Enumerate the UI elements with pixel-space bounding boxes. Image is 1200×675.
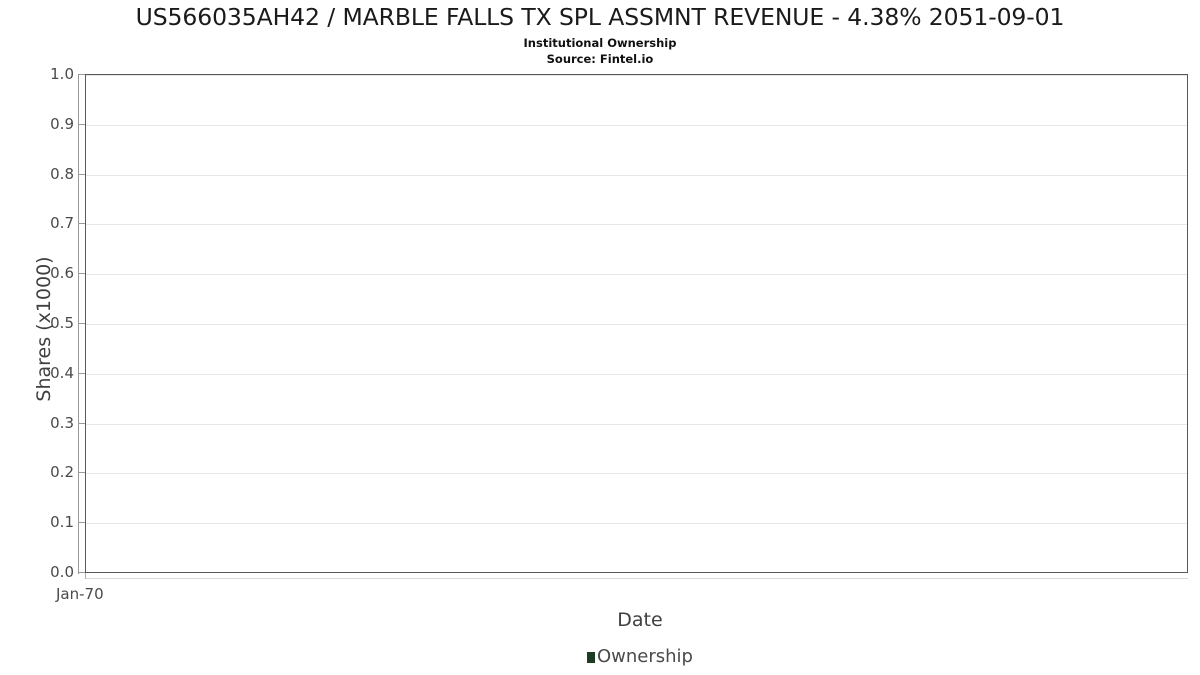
y-tick-mark-0.5 bbox=[78, 323, 85, 324]
plot-area bbox=[85, 74, 1188, 573]
y-tick-mark-0.9 bbox=[78, 123, 85, 125]
y-tick-label: 0.3 bbox=[50, 413, 74, 432]
y-tick-label: 0.1 bbox=[50, 513, 74, 532]
y-tick-label: 0.8 bbox=[50, 164, 74, 183]
y-axis-tick-labels: 1.0 0.9 0.8 0.7 0.6 0.5 0.4 0.3 0.2 0.1 … bbox=[0, 0, 74, 675]
gridline-0.3 bbox=[86, 423, 1187, 425]
x-tick-label: Jan-70 bbox=[56, 585, 104, 603]
gridline-0.6 bbox=[86, 274, 1187, 276]
x-tick-mark-jan70 bbox=[85, 573, 86, 579]
chart-source-attribution: Source: Fintel.io bbox=[546, 52, 654, 66]
y-tick-mark-1.0 bbox=[78, 74, 85, 75]
data-series-layer bbox=[86, 75, 1189, 574]
x-axis-title: Date bbox=[617, 609, 663, 631]
y-tick-label: 0.0 bbox=[50, 563, 74, 581]
y-tick-mark-0.0 bbox=[78, 572, 85, 573]
gridline-0.5 bbox=[86, 324, 1187, 325]
y-axis-title: Shares (x1000) bbox=[33, 256, 55, 402]
y-tick-label: 0.2 bbox=[50, 463, 74, 482]
gridline-0.8 bbox=[86, 174, 1187, 176]
y-tick-mark-0.6 bbox=[78, 273, 85, 275]
y-tick-mark-0.2 bbox=[78, 472, 85, 474]
gridline-0.7 bbox=[86, 224, 1187, 226]
y-tick-label: 0.4 bbox=[50, 363, 74, 382]
y-tick-mark-0.7 bbox=[78, 223, 85, 225]
gridline-0.2 bbox=[86, 473, 1187, 475]
y-tick-label: 0.7 bbox=[50, 214, 74, 233]
legend-swatch-icon bbox=[587, 651, 595, 663]
chart-subtitle: Institutional Ownership bbox=[523, 36, 677, 50]
gridline-0.9 bbox=[86, 124, 1187, 126]
y-tick-mark-0.4 bbox=[78, 372, 85, 374]
gridline-0.1 bbox=[86, 523, 1187, 525]
y-tick-label: 0.5 bbox=[50, 314, 74, 332]
y-tick-mark-0.1 bbox=[78, 522, 85, 524]
legend-item-ownership[interactable]: Ownership bbox=[587, 648, 693, 666]
y-tick-label: 1.0 bbox=[50, 65, 74, 83]
y-axis-spine bbox=[78, 74, 79, 574]
page-title: US566035AH42 / MARBLE FALLS TX SPL ASSMN… bbox=[135, 3, 1065, 31]
y-tick-label: 0.9 bbox=[50, 114, 74, 133]
x-axis-underline bbox=[85, 578, 1188, 579]
y-tick-mark-0.8 bbox=[78, 173, 85, 175]
gridline-0.4 bbox=[86, 373, 1187, 375]
chart-legend: Ownership bbox=[0, 648, 1200, 666]
y-tick-label: 0.6 bbox=[50, 264, 74, 283]
legend-item-label: Ownership bbox=[597, 646, 693, 667]
y-tick-mark-0.3 bbox=[78, 422, 85, 424]
gridline-1.0 bbox=[86, 75, 1187, 76]
